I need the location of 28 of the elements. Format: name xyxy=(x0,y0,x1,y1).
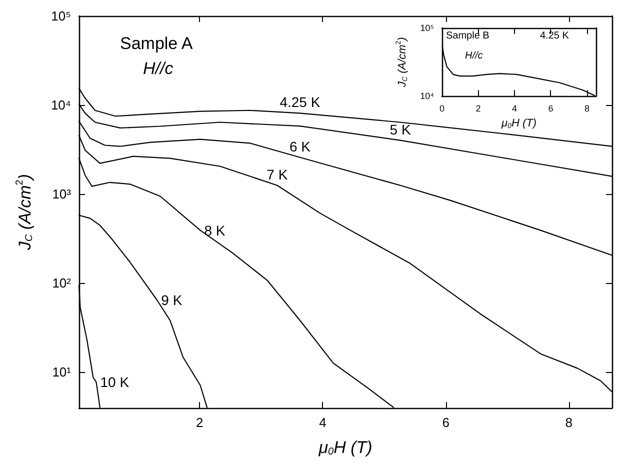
series-label: 5 K xyxy=(390,121,412,138)
y-tick-label: 10⁵ xyxy=(420,23,434,33)
y-tick-label: 10² xyxy=(52,276,72,290)
x-tick-label: 6 xyxy=(442,415,450,430)
x-tick-label: 4 xyxy=(319,415,326,430)
x-tick-label: 8 xyxy=(584,104,590,114)
series-label: 4.25 K xyxy=(280,94,321,110)
x-tick-label: 6 xyxy=(548,104,554,114)
series-label: 7 K xyxy=(266,166,288,182)
x-tick-label: 2 xyxy=(196,415,204,430)
annotation: H//c xyxy=(465,50,483,62)
x-tick-label: 8 xyxy=(565,415,573,430)
annotation: H//c xyxy=(143,59,174,78)
annotation: 4.25 K xyxy=(540,30,570,42)
x-tick-label: 0 xyxy=(439,104,445,114)
x-tick-label: 2 xyxy=(476,104,481,114)
y-tick-label: 10⁴ xyxy=(50,98,71,112)
y-tick-label: 10⁴ xyxy=(420,91,434,102)
y-tick-label: 10¹ xyxy=(52,364,72,380)
series-label: 10 K xyxy=(100,374,130,390)
annotation: Sample B xyxy=(446,30,490,42)
y-axis-title: JC (A/cm2) xyxy=(14,174,35,252)
series-label: 9 K xyxy=(161,292,183,308)
y-tick-label: 10³ xyxy=(52,186,72,202)
series-label: 6 K xyxy=(289,138,312,154)
annotation: Sample A xyxy=(120,34,194,53)
x-tick-label: 4 xyxy=(512,104,517,114)
y-tick-label: 10⁵ xyxy=(51,8,71,24)
